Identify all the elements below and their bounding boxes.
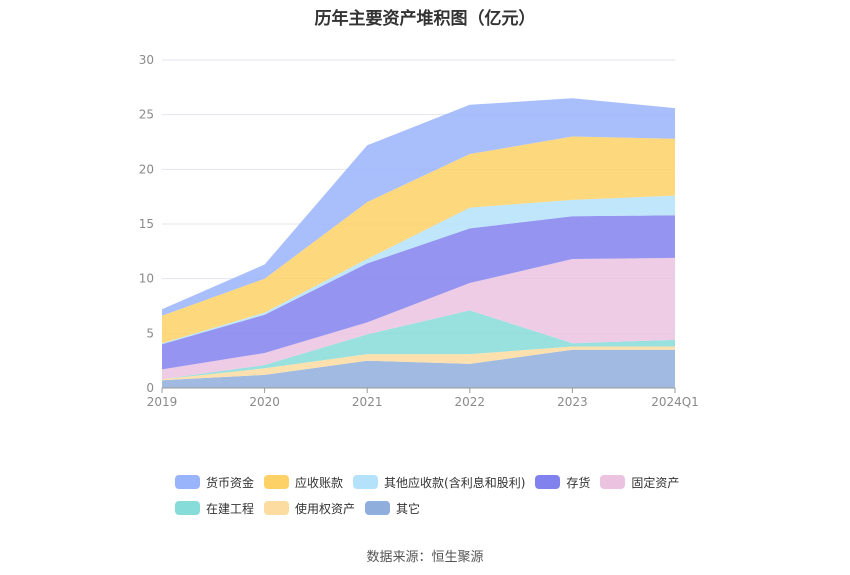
legend-swatch [175, 501, 200, 515]
legend-label: 应收账款 [295, 475, 344, 490]
legend-swatch [365, 501, 391, 515]
legend-label: 固定资产 [631, 475, 680, 490]
legend-label: 在建工程 [206, 501, 255, 516]
legend-label: 其他应收款(含利息和股利) [384, 475, 526, 490]
data-source: 数据来源：恒生聚源 [366, 550, 484, 565]
y-tick-label: 0 [146, 381, 154, 395]
x-tick-label: 2019 [147, 395, 178, 409]
legend-item[interactable]: 使用权资产 [264, 498, 355, 518]
legend-item[interactable]: 在建工程 [175, 498, 254, 518]
area-其它[interactable] [162, 349, 675, 388]
y-tick-label: 25 [139, 108, 154, 122]
legend-swatch [264, 501, 290, 515]
legend-swatch [600, 475, 626, 489]
chart-plot: 0 5 10 15 20 25 30 2019 2020 2021 2022 2023 2024Q1 [139, 53, 699, 409]
legend-item[interactable]: 其它 [365, 498, 420, 518]
y-tick-label: 30 [139, 53, 154, 67]
area-series-group [162, 98, 675, 388]
legend-label: 使用权资产 [295, 501, 356, 516]
axes: 0 5 10 15 20 25 30 2019 2020 2021 2022 2023 2024Q1 [139, 53, 699, 409]
legend-swatch [175, 475, 200, 489]
area-在建工程[interactable] [162, 310, 675, 380]
area-应收账款[interactable] [162, 136, 675, 344]
legend-item[interactable]: 应收账款 [264, 472, 343, 492]
y-tick-label: 20 [139, 162, 154, 176]
area-存货[interactable] [162, 215, 675, 370]
legend-item[interactable]: 货币资金 [175, 472, 254, 492]
legend: 货币资金 应收账款 其他应收款(含利息和股利) 存货 固定资产在建工程 使用权资产 其它 [175, 472, 735, 524]
area-其他应收款(含利息和股利)[interactable] [162, 195, 675, 345]
legend-swatch [535, 475, 561, 489]
y-tick-label: 10 [139, 272, 154, 286]
area-使用权资产[interactable] [162, 346, 675, 381]
y-tick-label: 15 [139, 217, 154, 231]
x-tick-label: 2021 [352, 395, 383, 409]
legend-swatch [264, 475, 290, 489]
x-tick-label: 2020 [249, 395, 280, 409]
legend-label: 其它 [396, 501, 421, 516]
legend-item[interactable]: 固定资产 [600, 472, 679, 492]
y-tick-label: 5 [146, 326, 154, 340]
legend-item[interactable]: 其他应收款(含利息和股利) [353, 472, 525, 492]
legend-swatch [353, 475, 379, 489]
x-tick-label: 2024Q1 [651, 395, 699, 409]
legend-item[interactable]: 存货 [535, 472, 590, 492]
area-固定资产[interactable] [162, 257, 675, 380]
x-tick-label: 2022 [455, 395, 486, 409]
legend-label: 存货 [566, 475, 591, 490]
chart-title: 历年主要资产堆积图（亿元） [314, 9, 536, 29]
x-tick-label: 2023 [557, 395, 588, 409]
legend-label: 货币资金 [206, 475, 255, 490]
area-货币资金[interactable] [162, 98, 675, 316]
